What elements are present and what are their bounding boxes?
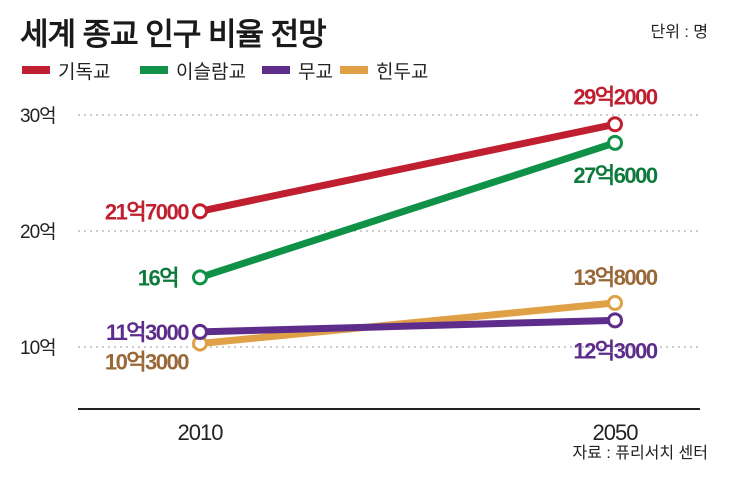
legend: 기독교 이슬람교 무교 힌두교 [22,61,428,83]
legend-swatch [340,66,368,74]
legend-label: 기독교 [58,61,110,83]
data-label: 11억3000 [106,320,189,345]
series-2: 16억 27억6000 [138,134,659,290]
y-tick-label: 20억 [20,221,56,243]
series-line [199,120,616,215]
series-line [198,139,617,281]
source-note: 자료 : 퓨리서치 센터 [572,444,708,462]
data-point [607,134,623,151]
series-4: 10억3000 13억8000 [105,265,659,375]
legend-swatch [262,66,290,74]
data-point [192,323,208,340]
data-label: 27억6000 [573,163,657,188]
data-label: 10억3000 [105,350,189,375]
legend-swatch [140,66,168,74]
x-tick-label: 2050 [593,420,639,445]
y-tick-label: 30억 [20,105,56,127]
legend-label: 이슬람교 [176,61,246,83]
series-line [199,316,616,336]
legend-label: 힌두교 [376,61,428,83]
grid: 10억 20억 30억 [20,105,700,359]
data-point [192,203,208,220]
data-label: 21억7000 [105,199,189,224]
x-tick-label: 2010 [178,420,224,445]
data-label: 12억3000 [573,338,657,363]
y-tick-label: 10억 [20,337,56,359]
data-point [607,312,623,329]
data-point [192,269,208,286]
series-1: 21억7000 29억2000 [105,84,659,224]
series-3: 11억3000 12억3000 [106,312,659,363]
unit-note: 단위 : 명 [651,23,709,41]
data-point [607,116,623,133]
data-label: 16억 [138,265,178,290]
data-label: 29억2000 [573,84,657,109]
data-label: 13억8000 [573,265,657,290]
legend-swatch [22,66,50,74]
x-axis-ticks: 2010 2050 [178,420,640,445]
data-point [607,294,623,311]
series: 10억300013억800011억300012억300016억27억600021… [105,84,659,375]
chart-title: 세계 종교 인구 비율 전망 [20,17,326,52]
legend-label: 무교 [298,62,333,83]
